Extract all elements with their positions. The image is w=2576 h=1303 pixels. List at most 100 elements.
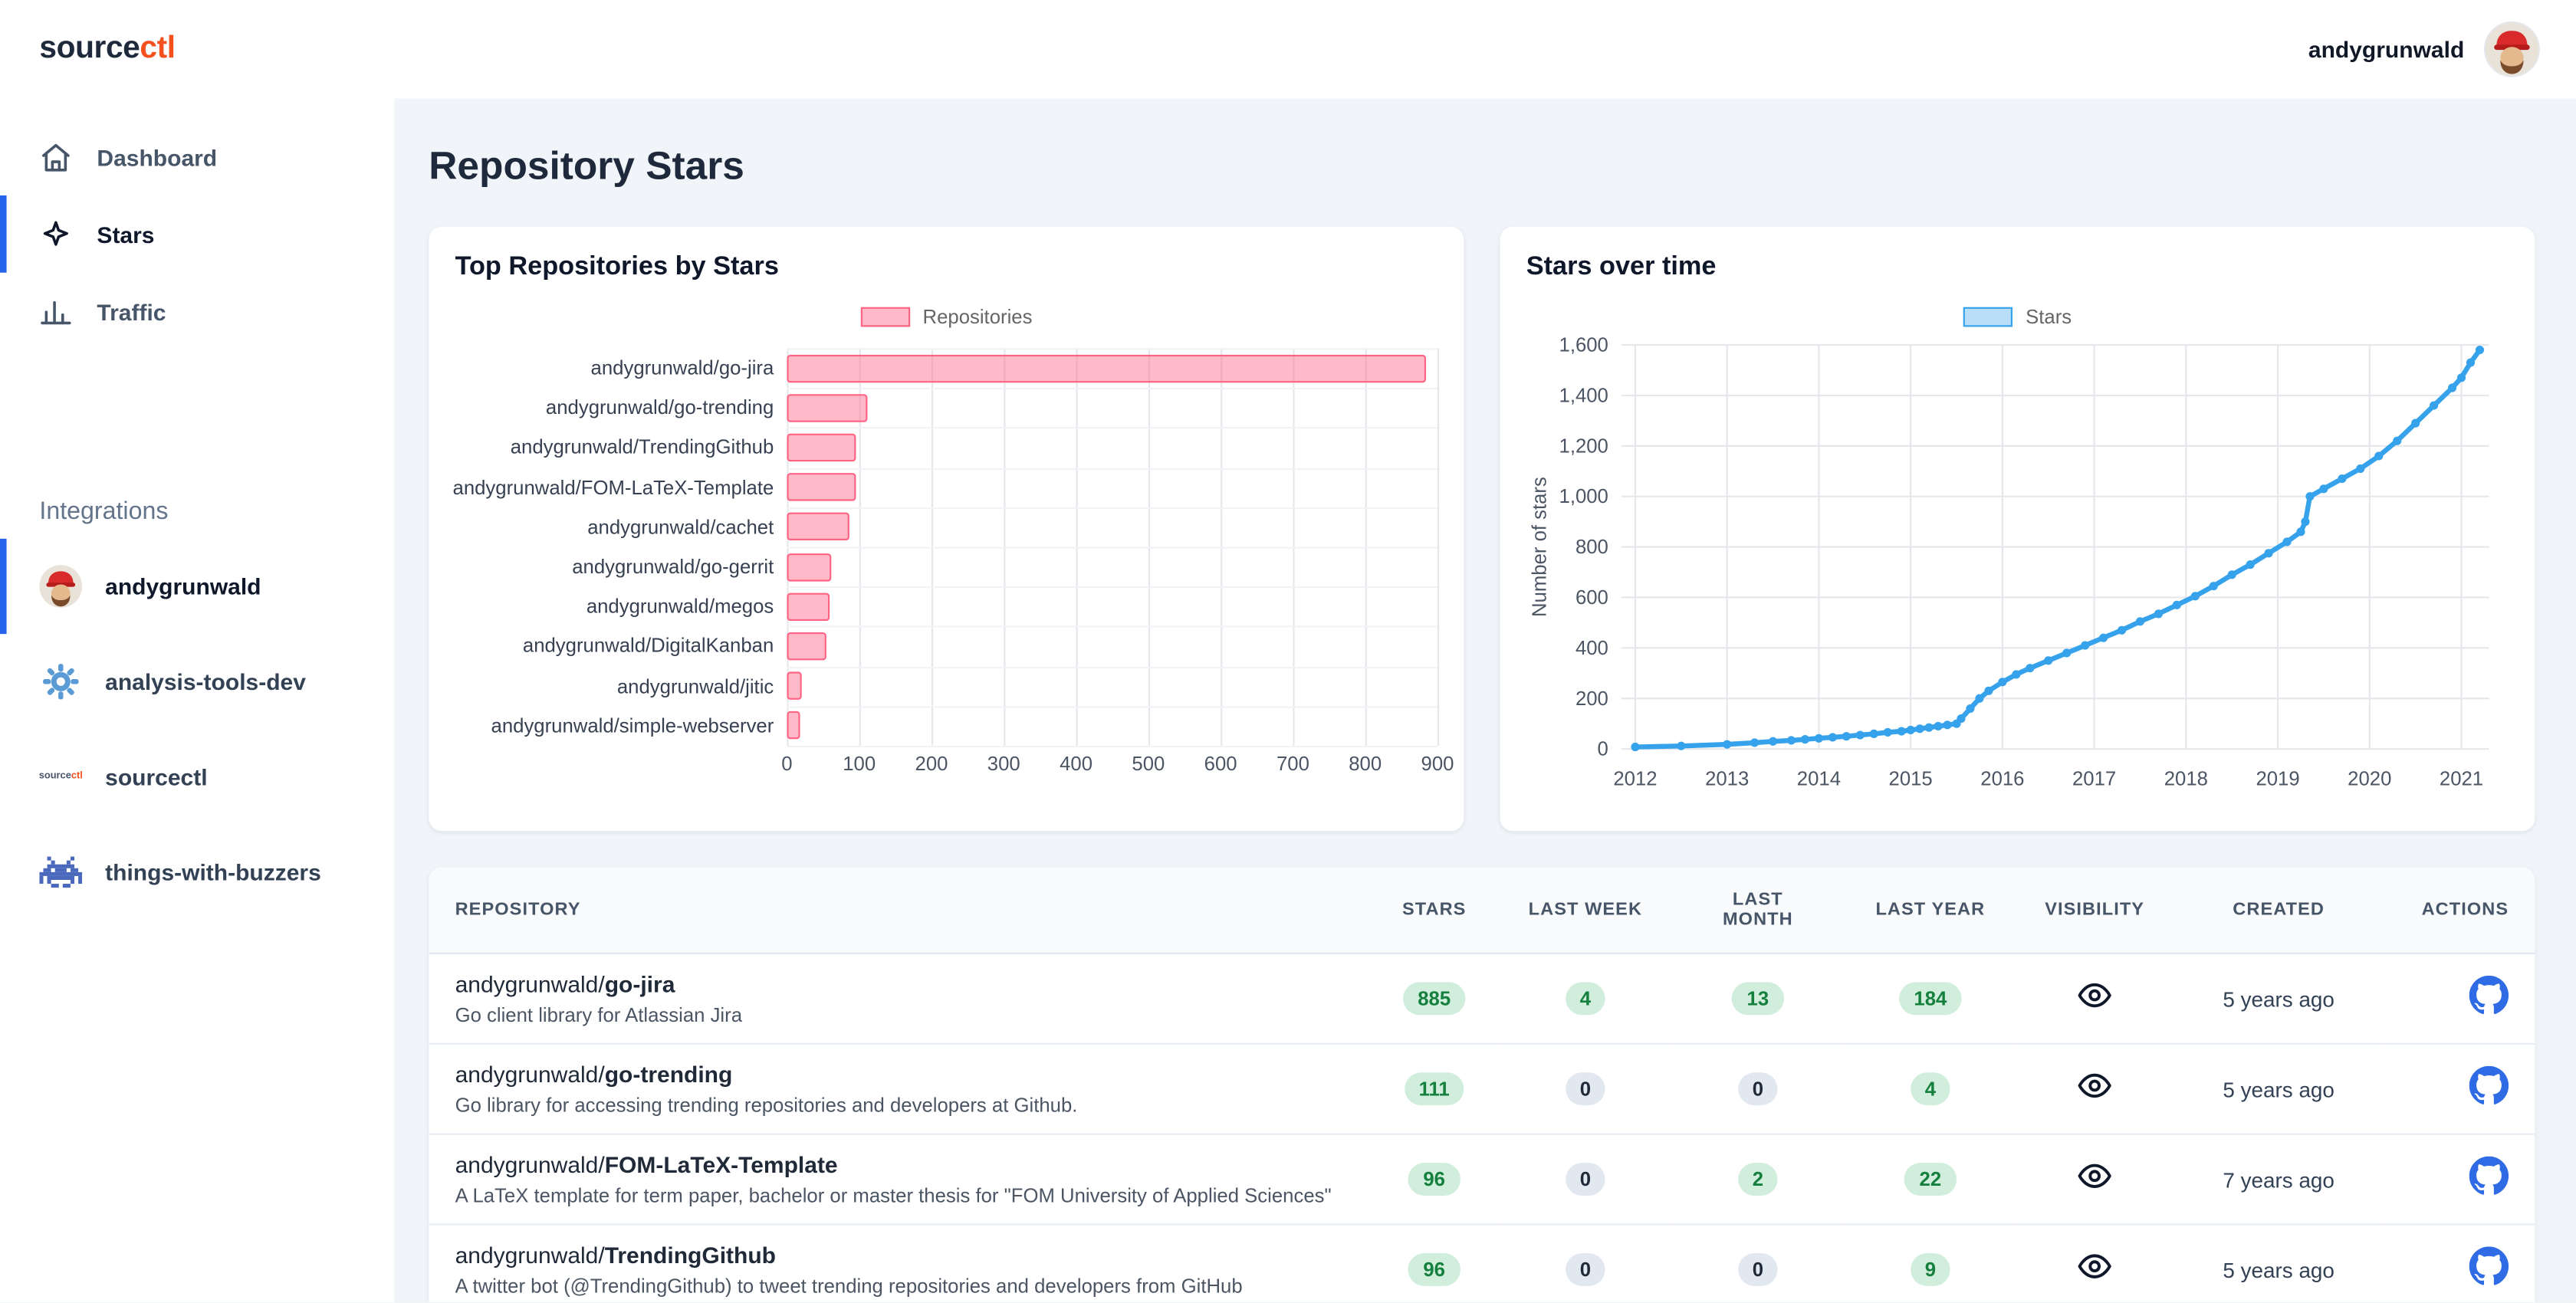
bar (787, 354, 1426, 382)
bar-category-label: andygrunwald/simple-webserver (455, 706, 787, 746)
repo-description: Go library for accessing trending reposi… (455, 1094, 1342, 1117)
integration-item-sourcectl[interactable]: sourcectl sourcectl (0, 729, 394, 824)
created-cell: 5 years ago (2174, 1225, 2384, 1303)
bar-chart-title: Top Repositories by Stars (455, 253, 1438, 283)
svg-text:2012: 2012 (1613, 768, 1657, 789)
gridline (787, 666, 1438, 668)
repo-owner: andygrunwald/ (455, 1151, 605, 1177)
last-month-badge: 2 (1737, 1163, 1778, 1196)
gridline (787, 468, 1438, 469)
table-row: andygrunwald/TrendingGithubA twitter bot… (429, 1225, 2535, 1303)
actions-cell (2384, 953, 2535, 1044)
gridline (787, 507, 1438, 509)
col-header-actions: ACTIONS (2384, 867, 2535, 953)
gridline (787, 746, 1438, 747)
visibility-eye-icon[interactable] (2077, 976, 2113, 1013)
last-month-cell: 13 (1671, 953, 1845, 1044)
gridline (787, 586, 1438, 588)
last-week-cell: 0 (1500, 1134, 1671, 1225)
svg-text:2020: 2020 (2348, 768, 2391, 789)
svg-text:2021: 2021 (2440, 768, 2483, 789)
app-root: sourcectl Dashboard Stars Traffic Integr… (0, 0, 2576, 1302)
bar-plot-area (787, 348, 1438, 746)
github-icon[interactable] (2469, 1065, 2509, 1104)
bar-chart-card: Top Repositories by Stars Repositories a… (429, 227, 1464, 832)
last-week-badge: 0 (1565, 1163, 1605, 1196)
github-icon[interactable] (2469, 1156, 2509, 1195)
brand-logo[interactable]: sourcectl (0, 0, 394, 99)
table-row: andygrunwald/go-jiraGo client library fo… (429, 953, 2535, 1044)
line-plot-area: 02004006008001,0001,2001,4001,6002012201… (1526, 329, 2509, 799)
integrations-header: Integrations (0, 497, 394, 525)
gridline (787, 626, 1438, 628)
x-tick-label: 0 (781, 752, 792, 775)
svg-text:2013: 2013 (1705, 768, 1749, 789)
line-chart-title: Stars over time (1526, 253, 2509, 283)
last-year-badge: 4 (1910, 1072, 1950, 1105)
last-year-cell: 4 (1845, 1044, 2016, 1134)
bar-category-label: andygrunwald/jitic (455, 666, 787, 706)
col-header-last-month: LAST MONTH (1671, 867, 1845, 953)
svg-text:2014: 2014 (1797, 768, 1841, 789)
user-avatar[interactable] (2484, 21, 2540, 77)
last-year-cell: 184 (1845, 953, 2016, 1044)
pixel-invader-icon (39, 851, 82, 894)
integration-item-andygrunwald[interactable]: andygrunwald (0, 539, 394, 634)
visibility-eye-icon[interactable] (2077, 1157, 2113, 1193)
sidebar-item-dashboard[interactable]: Dashboard (0, 118, 394, 195)
repo-cell: andygrunwald/go-trendingGo library for a… (429, 1044, 1368, 1134)
topbar: andygrunwald (394, 0, 2576, 99)
col-header-last-year: LAST YEAR (1845, 867, 2016, 953)
last-week-badge: 0 (1565, 1072, 1605, 1105)
sidebar-item-label: Traffic (97, 298, 166, 324)
line-chart-legend: Stars (1526, 306, 2509, 329)
integration-label: andygrunwald (105, 573, 261, 599)
col-header-last-week: LAST WEEK (1500, 867, 1671, 953)
visibility-eye-icon[interactable] (2077, 1067, 2113, 1103)
integration-item-analysis-tools-dev[interactable]: analysis-tools-dev (0, 634, 394, 729)
repositories-table-card: REPOSITORY STARS LAST WEEK LAST MONTH LA… (429, 867, 2535, 1302)
bar-category-labels: andygrunwald/go-jiraandygrunwald/go-tren… (455, 348, 787, 746)
bar-category-label: andygrunwald/TrendingGithub (455, 428, 787, 468)
svg-text:600: 600 (1576, 587, 1608, 609)
bar-category-label: andygrunwald/cachet (455, 507, 787, 547)
bar-category-label: andygrunwald/go-jira (455, 348, 787, 388)
last-week-cell: 0 (1500, 1225, 1671, 1303)
svg-text:2018: 2018 (2164, 768, 2208, 789)
page-title: Repository Stars (429, 145, 2535, 191)
sidebar-item-stars[interactable]: Stars (0, 195, 394, 273)
svg-text:1,200: 1,200 (1559, 435, 1608, 457)
github-icon[interactable] (2469, 1246, 2509, 1285)
bar (787, 513, 849, 540)
bar (787, 672, 801, 700)
last-week-cell: 4 (1500, 953, 1671, 1044)
topbar-username[interactable]: andygrunwald (2308, 36, 2464, 62)
repo-description: A LaTeX template for term paper, bachelo… (455, 1184, 1342, 1207)
svg-text:200: 200 (1576, 688, 1608, 710)
visibility-eye-icon[interactable] (2077, 1248, 2113, 1284)
sidebar-item-traffic[interactable]: Traffic (0, 273, 394, 350)
bar-x-axis: 0100200300400500600700800900 (787, 752, 1438, 782)
x-tick-label: 400 (1060, 752, 1092, 775)
sidebar: sourcectl Dashboard Stars Traffic Integr… (0, 0, 394, 1302)
bar-legend-label: Repositories (923, 306, 1033, 329)
actions-cell (2384, 1134, 2535, 1225)
brand-ctl: ctl (140, 31, 175, 67)
bar-category-label: andygrunwald/FOM-LaTeX-Template (455, 468, 787, 507)
stars-cell: 96 (1368, 1134, 1500, 1225)
repo-description: Go client library for Atlassian Jira (455, 1003, 1342, 1026)
last-year-badge: 9 (1910, 1253, 1950, 1286)
svg-text:1,600: 1,600 (1559, 335, 1608, 356)
stars-badge: 96 (1408, 1253, 1460, 1286)
repo-owner: andygrunwald/ (455, 970, 605, 996)
github-icon[interactable] (2469, 975, 2509, 1014)
repo-name: FOM-LaTeX-Template (605, 1151, 838, 1177)
svg-text:2017: 2017 (2072, 768, 2116, 789)
created-cell: 7 years ago (2174, 1134, 2384, 1225)
user-avatar-small (39, 565, 82, 608)
table-header-row: REPOSITORY STARS LAST WEEK LAST MONTH LA… (429, 867, 2535, 953)
svg-text:800: 800 (1576, 537, 1608, 558)
integration-item-things-with-buzzers[interactable]: things-with-buzzers (0, 825, 394, 920)
bar (787, 473, 856, 501)
gridline (787, 706, 1438, 707)
